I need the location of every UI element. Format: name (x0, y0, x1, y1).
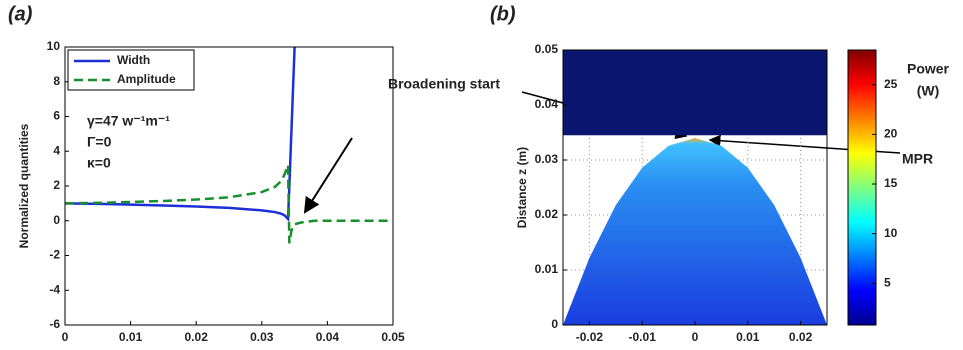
y-tick-label: -6 (49, 317, 60, 331)
series-line (65, 47, 296, 223)
panel-label: (a) (8, 3, 33, 25)
legend-label: Width (117, 53, 150, 67)
top-region (563, 50, 827, 136)
y-tick-label: 0 (551, 317, 558, 331)
y-tick-label: 10 (47, 39, 61, 53)
annotation: γ=47 w⁻¹m⁻¹ (87, 113, 170, 129)
x-tick-label: 0 (692, 330, 699, 344)
colorbar (847, 49, 877, 326)
x-tick-label: 0.02 (185, 330, 209, 344)
x-tick-label: -0.01 (629, 330, 657, 344)
y-tick-label: 0.03 (535, 152, 559, 166)
y-tick-label: 4 (53, 143, 60, 157)
annotation: Γ=0 (87, 134, 112, 150)
x-tick-label: 0.02 (789, 330, 813, 344)
annotation: κ=0 (87, 155, 111, 171)
colorbar-tick-label: 5 (884, 275, 891, 289)
x-tick-label: 0.04 (316, 330, 340, 344)
colorbar-tick-label: 10 (884, 226, 898, 240)
y-tick-label: 0.02 (535, 207, 559, 221)
colorbar-tick-label: 15 (884, 176, 898, 190)
power-field (563, 138, 827, 325)
y-tick-label: -2 (49, 248, 60, 262)
y-axis-label: Distance z (m) (515, 147, 529, 228)
legend-box (67, 49, 195, 91)
colorbar-label: Power (907, 61, 950, 77)
x-tick-label: 0.03 (250, 330, 274, 344)
colorbar-tick-label: 20 (884, 127, 898, 141)
y-axis-label: Normalized quantities (17, 123, 31, 248)
y-tick-label: 2 (53, 178, 60, 192)
colorbar-tick-label: 25 (884, 77, 898, 91)
legend-label: Amplitude (117, 72, 176, 86)
x-tick-label: 0.01 (736, 330, 760, 344)
y-tick-label: 0.01 (535, 262, 559, 276)
annotation: Broadening start (388, 76, 500, 92)
y-tick-label: 0.04 (535, 97, 559, 111)
colorbar-label: (W) (917, 83, 940, 99)
panel-label: (b) (490, 3, 516, 25)
y-tick-label: 0 (53, 213, 60, 227)
annotation: MPR (902, 151, 933, 167)
y-tick-label: 6 (53, 109, 60, 123)
x-tick-label: -0.02 (576, 330, 604, 344)
y-tick-label: -4 (49, 282, 60, 296)
x-tick-label: 0.05 (381, 330, 405, 344)
series-line (65, 164, 393, 244)
y-tick-label: 8 (53, 74, 60, 88)
arrow (303, 137, 353, 214)
x-tick-label: 0 (62, 330, 69, 344)
x-tick-label: 0.01 (119, 330, 143, 344)
y-tick-label: 0.05 (535, 42, 559, 56)
